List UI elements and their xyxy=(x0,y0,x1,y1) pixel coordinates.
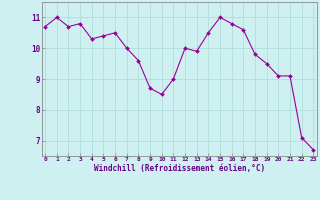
X-axis label: Windchill (Refroidissement éolien,°C): Windchill (Refroidissement éolien,°C) xyxy=(94,164,265,173)
